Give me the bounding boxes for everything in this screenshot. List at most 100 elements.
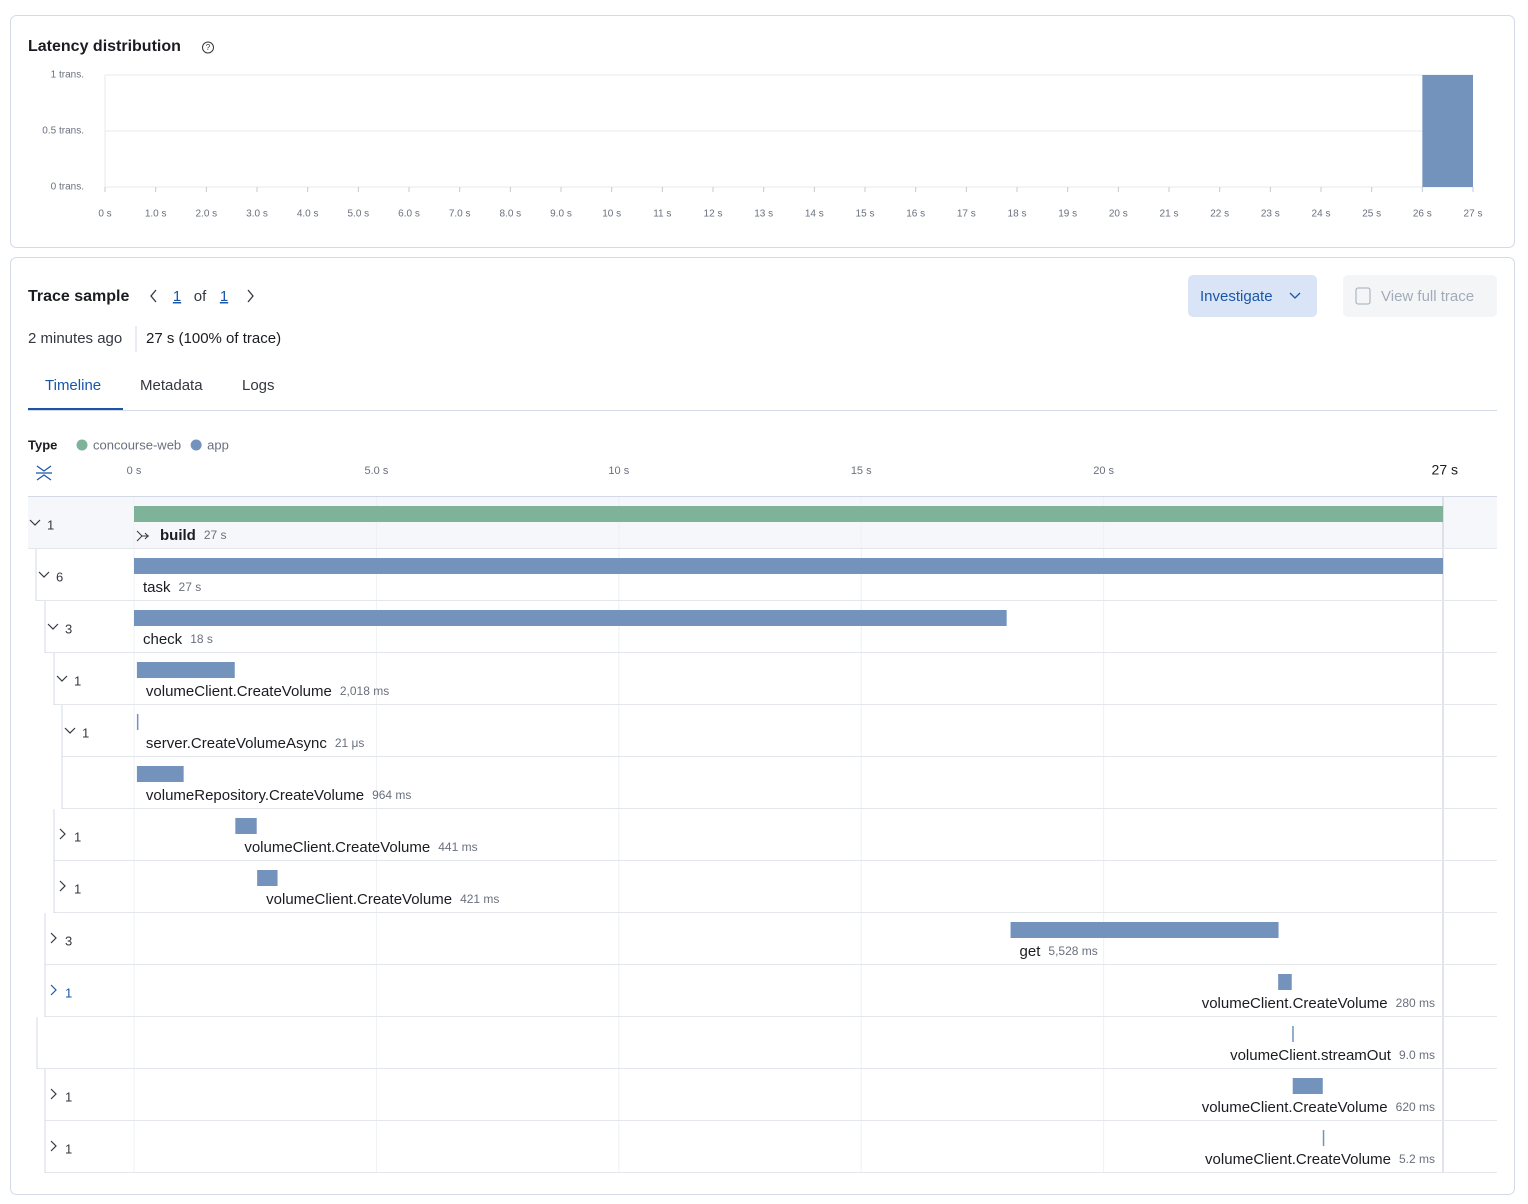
legend-label: app — [207, 437, 229, 452]
help-icon[interactable] — [202, 41, 214, 54]
child-count: 6 — [56, 569, 63, 584]
legend-dot — [190, 439, 202, 451]
span-duration: 5.2 ms — [1399, 1152, 1435, 1166]
span-duration: 27 s — [179, 580, 202, 594]
y-tick-label: 0 trans. — [51, 182, 84, 193]
span-bar — [134, 610, 1007, 626]
x-tick-label: 12 s — [704, 209, 723, 220]
x-tick-label: 23 s — [1261, 209, 1280, 220]
tab[interactable]: Timeline — [45, 377, 101, 394]
span-duration: 21 μs — [335, 736, 365, 750]
x-tick-label: 13 s — [754, 209, 773, 220]
page-total[interactable]: 1 — [220, 288, 228, 305]
expand-caret[interactable] — [47, 623, 59, 630]
span-duration: 2,018 ms — [340, 684, 389, 698]
span-name: build — [160, 527, 196, 544]
x-tick-label: 25 s — [1362, 209, 1381, 220]
legend-dot — [76, 439, 88, 451]
expand-caret[interactable] — [50, 1140, 57, 1152]
x-tick-label: 26 s — [1413, 209, 1432, 220]
x-tick-label: 27 s — [1464, 209, 1483, 220]
expand-caret[interactable] — [50, 932, 57, 944]
child-count: 1 — [74, 829, 81, 844]
expand-caret[interactable] — [56, 675, 68, 682]
x-tick-label: 11 s — [653, 209, 671, 220]
child-count: 1 — [74, 881, 81, 896]
expand-caret[interactable] — [50, 1088, 57, 1100]
x-tick-label: 8.0 s — [499, 209, 521, 220]
span-name: volumeRepository.CreateVolume — [146, 787, 364, 804]
expand-caret[interactable] — [64, 727, 76, 734]
span-bar — [1292, 1026, 1294, 1042]
x-tick-label: 24 s — [1312, 209, 1331, 220]
timeline-tick-label: 10 s — [608, 465, 629, 477]
next-button[interactable] — [247, 289, 254, 303]
timeline-tick-label: 20 s — [1093, 465, 1114, 477]
span-bar — [136, 766, 184, 782]
x-tick-label: 15 s — [856, 209, 875, 220]
root-row-bg — [28, 497, 1497, 549]
span-bar — [235, 818, 257, 834]
x-tick-label: 2.0 s — [195, 209, 217, 220]
x-tick-label: 20 s — [1109, 209, 1128, 220]
x-tick-label: 18 s — [1008, 209, 1027, 220]
span-duration: 421 ms — [460, 892, 499, 906]
collapse-all-icon[interactable] — [36, 465, 52, 481]
span-name: volumeClient.CreateVolume — [1205, 1151, 1391, 1168]
tab-underline — [28, 408, 123, 410]
investigate-label: Investigate — [1200, 288, 1273, 305]
expand-caret[interactable] — [38, 571, 50, 578]
chevron-icon — [1289, 292, 1301, 299]
view-full-trace-label: View full trace — [1381, 288, 1474, 305]
page-of: of — [194, 288, 207, 305]
trace-panel — [10, 257, 1515, 1195]
span-bar — [136, 662, 235, 678]
y-tick-label: 0.5 trans. — [42, 126, 84, 137]
expand-caret[interactable] — [29, 519, 41, 526]
span-bar — [1010, 922, 1279, 938]
span-name: check — [143, 631, 183, 648]
tab[interactable]: Metadata — [140, 377, 203, 394]
child-count: 1 — [65, 985, 72, 1000]
time-ago: 2 minutes ago — [28, 330, 122, 347]
span-bar — [134, 558, 1443, 574]
span-duration: 27 s — [204, 528, 227, 542]
child-count: 3 — [65, 933, 72, 948]
child-count: 1 — [82, 725, 89, 740]
span-name: volumeClient.CreateVolume — [1202, 1099, 1388, 1116]
tab[interactable]: Logs — [242, 377, 275, 394]
legend-label: Type — [28, 437, 57, 452]
span-bar — [1292, 1078, 1323, 1094]
child-count: 3 — [65, 621, 72, 636]
trace-duration: 27 s (100% of trace) — [146, 330, 281, 347]
x-tick-label: 0 s — [98, 209, 111, 220]
prev-button[interactable] — [150, 289, 157, 303]
x-tick-label: 3.0 s — [246, 209, 268, 220]
expand-caret[interactable] — [50, 984, 57, 996]
x-tick-label: 1.0 s — [145, 209, 167, 220]
span-name: volumeClient.CreateVolume — [1202, 995, 1388, 1012]
child-count: 1 — [47, 517, 54, 532]
investigate-button[interactable] — [1188, 275, 1317, 317]
span-duration: 9.0 ms — [1399, 1048, 1435, 1062]
span-bar — [136, 714, 139, 730]
page-number[interactable]: 1 — [173, 288, 181, 305]
span-name: volumeClient.streamOut — [1230, 1047, 1392, 1064]
histogram-bar — [1422, 75, 1473, 187]
child-count: 1 — [65, 1089, 72, 1104]
view-full-trace-button[interactable] — [1343, 275, 1497, 317]
x-tick-label: 5.0 s — [347, 209, 369, 220]
span-bar — [257, 870, 278, 886]
timeline-tick-label: 27 s — [1432, 462, 1458, 478]
trace-title: Trace sample — [28, 288, 130, 305]
expand-caret[interactable] — [59, 880, 66, 892]
span-duration: 441 ms — [438, 840, 477, 854]
span-bar — [134, 506, 1443, 522]
panel-title: Latency distribution — [28, 38, 181, 55]
help-icon-glyph: ? — [206, 43, 211, 52]
timeline-tick-label: 5.0 s — [364, 465, 388, 477]
span-name: server.CreateVolumeAsync — [146, 735, 327, 752]
expand-caret[interactable] — [59, 828, 66, 840]
child-count: 1 — [65, 1141, 72, 1156]
